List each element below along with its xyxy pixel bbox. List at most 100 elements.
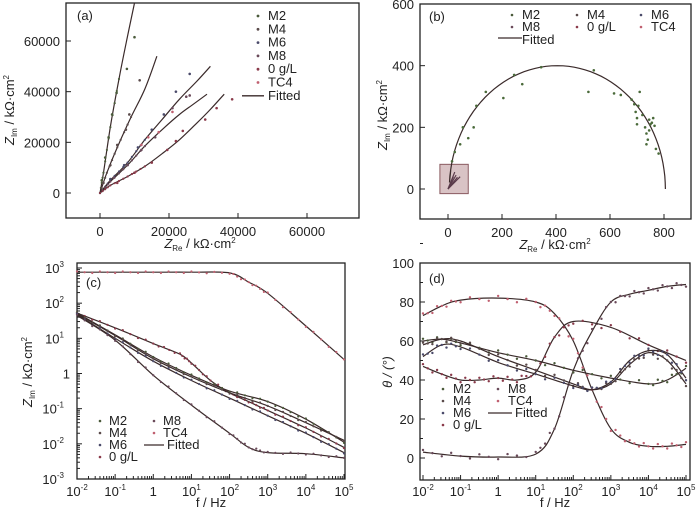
legend-marker bbox=[575, 25, 579, 29]
data-point bbox=[115, 89, 118, 93]
x-tick-label: 1 bbox=[495, 484, 502, 499]
legend-marker bbox=[496, 399, 500, 403]
data-point bbox=[105, 148, 108, 152]
data-point bbox=[468, 457, 472, 460]
data-point bbox=[656, 357, 660, 360]
data-point bbox=[105, 171, 108, 174]
legend-label: Fitted bbox=[522, 32, 555, 47]
data-point bbox=[653, 124, 656, 128]
data-point bbox=[454, 377, 458, 380]
data-point bbox=[572, 371, 575, 374]
data-point bbox=[468, 347, 472, 350]
data-point bbox=[587, 90, 590, 94]
data-point bbox=[647, 445, 650, 448]
data-point bbox=[205, 387, 208, 390]
data-point bbox=[506, 375, 509, 379]
data-point bbox=[450, 159, 454, 163]
legend-marker bbox=[98, 443, 102, 447]
data-point bbox=[657, 152, 660, 155]
data-point bbox=[144, 270, 147, 273]
data-point bbox=[600, 405, 603, 409]
data-point bbox=[150, 161, 154, 164]
data-point bbox=[440, 304, 443, 308]
fit-line-m8 bbox=[99, 93, 208, 194]
data-point bbox=[557, 415, 561, 418]
data-point bbox=[335, 435, 338, 438]
legend-label: M2 bbox=[453, 381, 471, 396]
data-point bbox=[478, 453, 481, 456]
data-point bbox=[525, 297, 528, 301]
data-point bbox=[642, 354, 645, 357]
inset-fan-line bbox=[447, 171, 456, 190]
data-point bbox=[228, 432, 231, 436]
data-point bbox=[167, 367, 170, 370]
data-point bbox=[684, 440, 688, 444]
data-point bbox=[175, 271, 178, 274]
data-point bbox=[496, 349, 500, 352]
data-point bbox=[459, 381, 462, 384]
legend-label: Fitted bbox=[268, 88, 301, 103]
data-point bbox=[266, 414, 269, 417]
data-point bbox=[449, 336, 453, 340]
data-point bbox=[670, 442, 674, 445]
data-point bbox=[637, 104, 640, 108]
data-point bbox=[581, 368, 584, 372]
data-point bbox=[213, 389, 216, 392]
data-point bbox=[266, 291, 269, 294]
data-point bbox=[637, 291, 641, 294]
y-tick-label: 400 bbox=[392, 59, 414, 74]
data-point bbox=[675, 362, 678, 366]
data-point bbox=[548, 309, 552, 312]
data-point bbox=[236, 275, 239, 278]
data-point bbox=[136, 360, 140, 364]
data-point bbox=[496, 294, 500, 298]
y-tick-label: 20 bbox=[400, 412, 414, 427]
legend-marker bbox=[510, 13, 514, 17]
data-point bbox=[440, 455, 443, 458]
data-point bbox=[83, 319, 86, 322]
data-point bbox=[572, 337, 575, 340]
data-point bbox=[113, 182, 116, 185]
legend-marker-m6 bbox=[256, 41, 260, 44]
data-point bbox=[157, 345, 160, 348]
data-point bbox=[159, 380, 163, 384]
fit-line-m6 bbox=[76, 313, 345, 454]
panel-a-ylabel: ZIm / kΩ·cm2 bbox=[2, 74, 19, 146]
data-point bbox=[670, 361, 674, 364]
y-tick-label: 101 bbox=[45, 330, 64, 346]
data-point bbox=[274, 408, 277, 412]
panel-c-xlabel: f / Hz bbox=[196, 495, 226, 510]
data-point bbox=[83, 271, 86, 274]
data-point bbox=[159, 271, 163, 275]
data-point bbox=[647, 286, 650, 290]
data-point bbox=[421, 448, 425, 452]
data-point bbox=[197, 379, 201, 382]
data-point bbox=[102, 181, 105, 185]
data-point bbox=[506, 358, 509, 362]
data-point bbox=[445, 305, 448, 308]
data-point bbox=[121, 338, 124, 341]
data-point bbox=[262, 290, 265, 293]
data-point bbox=[320, 440, 323, 443]
data-point bbox=[129, 271, 132, 274]
data-point bbox=[623, 368, 627, 371]
data-point bbox=[243, 278, 246, 281]
data-point bbox=[101, 190, 104, 193]
data-point bbox=[680, 376, 683, 380]
data-point bbox=[670, 367, 674, 370]
legend-label: 0 g/L bbox=[268, 61, 297, 76]
data-point bbox=[600, 386, 603, 390]
data-point bbox=[506, 452, 509, 456]
legend-marker-m4 bbox=[256, 27, 260, 31]
y-tick-label: 10-1 bbox=[42, 401, 64, 417]
data-point bbox=[435, 368, 439, 372]
data-point bbox=[675, 282, 678, 285]
data-point bbox=[106, 186, 109, 189]
data-point bbox=[534, 372, 537, 376]
data-point bbox=[459, 342, 462, 345]
legend-label: TC4 bbox=[651, 19, 676, 34]
data-point bbox=[515, 364, 519, 367]
panel-b-label: (b) bbox=[429, 9, 445, 24]
data-point bbox=[197, 271, 201, 274]
